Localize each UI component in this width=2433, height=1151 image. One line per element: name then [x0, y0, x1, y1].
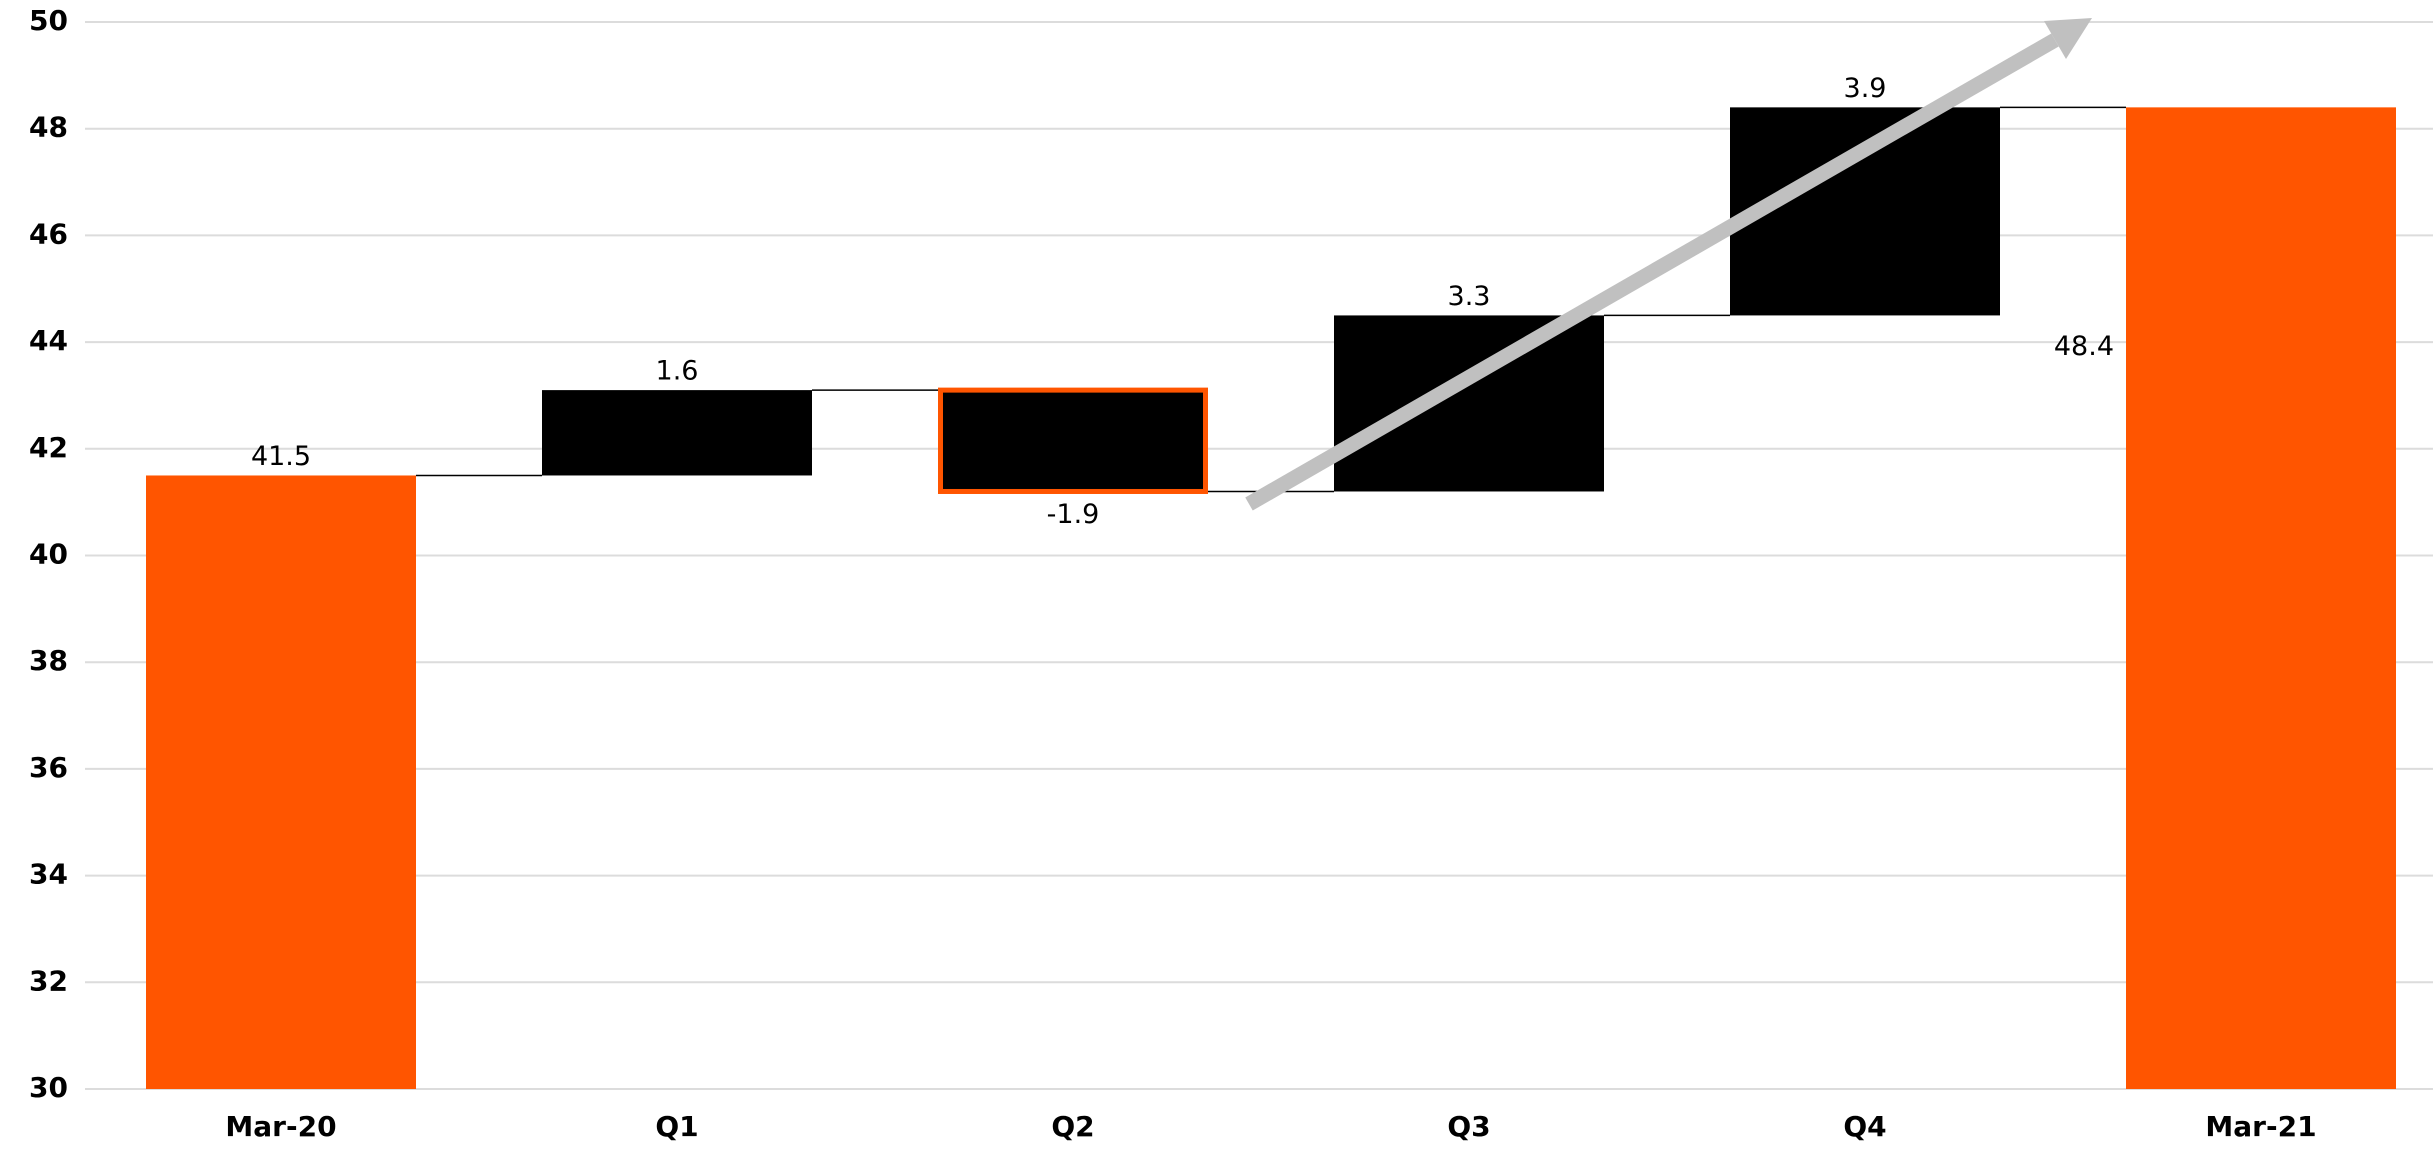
x-tick-label: Mar-20 — [225, 1110, 336, 1143]
y-tick-label: 38 — [29, 644, 68, 677]
data-label: 48.4 — [2054, 331, 2114, 362]
y-tick-label: 30 — [29, 1071, 68, 1104]
y-tick-label: 44 — [29, 324, 68, 357]
y-tick-label: 36 — [29, 751, 68, 784]
y-tick-label: 42 — [29, 431, 68, 464]
data-label: 1.6 — [656, 356, 699, 387]
x-tick-label: Q2 — [1051, 1110, 1094, 1143]
data-label: 41.5 — [251, 441, 311, 472]
y-tick-label: 48 — [29, 111, 68, 144]
x-tick-label: Mar-21 — [2205, 1110, 2316, 1143]
data-label: 3.3 — [1448, 281, 1491, 312]
y-tick-label: 50 — [29, 4, 68, 37]
arrow-head — [2044, 18, 2092, 59]
x-tick-label: Q1 — [655, 1110, 698, 1143]
y-tick-label: 46 — [29, 217, 68, 250]
bar — [938, 387, 1208, 494]
data-label: -1.9 — [1047, 499, 1100, 530]
x-tick-label: Q3 — [1447, 1110, 1490, 1143]
trend-arrow — [1245, 18, 2092, 511]
y-tick-label: 34 — [29, 858, 68, 891]
bar — [542, 390, 812, 476]
y-tick-label: 32 — [29, 964, 68, 997]
bar — [1334, 315, 1604, 492]
data-label: 3.9 — [1844, 73, 1887, 104]
bar — [2126, 107, 2396, 1090]
bar — [146, 475, 416, 1090]
y-tick-label: 40 — [29, 538, 68, 571]
arrow-shaft — [1245, 33, 2059, 511]
x-tick-label: Q4 — [1843, 1110, 1886, 1143]
